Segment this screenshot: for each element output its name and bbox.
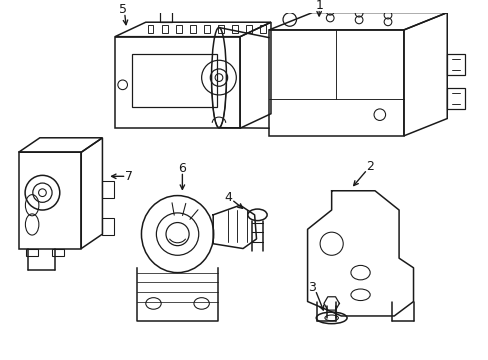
Bar <box>162 25 167 33</box>
Bar <box>232 25 238 33</box>
Text: 2: 2 <box>366 160 373 173</box>
Bar <box>176 25 181 33</box>
Bar <box>132 54 217 107</box>
Bar <box>260 25 265 33</box>
Text: 6: 6 <box>178 162 186 175</box>
Bar <box>447 54 464 75</box>
Bar <box>102 181 114 198</box>
Bar <box>102 218 114 235</box>
Bar <box>26 248 38 256</box>
Text: 4: 4 <box>224 191 232 204</box>
Bar <box>147 25 153 33</box>
Bar <box>19 152 81 248</box>
Bar <box>189 25 195 33</box>
Text: 7: 7 <box>125 170 133 183</box>
Text: 1: 1 <box>315 0 323 12</box>
Bar <box>218 25 224 33</box>
Bar <box>203 25 209 33</box>
Text: 3: 3 <box>308 280 316 293</box>
Bar <box>160 11 171 22</box>
Bar <box>115 37 240 128</box>
Bar <box>246 25 252 33</box>
Bar <box>447 88 464 109</box>
Text: 5: 5 <box>119 3 126 16</box>
Bar <box>52 248 64 256</box>
